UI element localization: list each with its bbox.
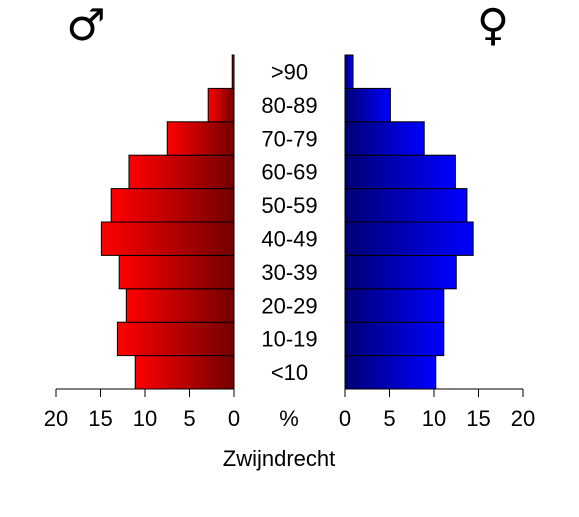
bar-female	[344, 288, 445, 323]
bar-female	[344, 121, 425, 156]
category-label: 80-89	[261, 93, 317, 118]
category-label: 10-19	[261, 327, 317, 352]
chart-title: Zwijndrecht	[223, 446, 335, 471]
bar-female	[344, 355, 437, 390]
category-label: 50-59	[261, 193, 317, 218]
x-tick-label: 10	[133, 406, 157, 431]
x-tick-label: 20	[44, 406, 68, 431]
bar-female	[344, 221, 474, 256]
bar-female	[344, 321, 445, 357]
bar-female	[344, 87, 391, 123]
bar-male	[128, 154, 235, 190]
bar-female	[344, 154, 456, 190]
category-label: >90	[271, 60, 308, 85]
bar-male	[100, 221, 235, 256]
x-tick-label: 0	[228, 406, 240, 431]
x-tick-label: 5	[383, 406, 395, 431]
category-label: 60-69	[261, 160, 317, 185]
bar-male	[118, 254, 235, 290]
bar-male	[125, 288, 235, 323]
bar-female	[344, 188, 468, 223]
category-label: 70-79	[261, 126, 317, 151]
legend-male: ♂	[66, 0, 105, 51]
legend-female: ♀	[477, 0, 509, 51]
x-tick-label: 0	[339, 406, 351, 431]
x-tick-label: 10	[422, 406, 446, 431]
x-tick-label: 5	[183, 406, 195, 431]
x-tick-label: 15	[466, 406, 490, 431]
bar-male	[231, 54, 235, 89]
bar-male	[134, 355, 235, 390]
bar-male	[116, 321, 235, 357]
bar-female	[344, 254, 457, 290]
bar-male	[207, 87, 235, 123]
bar-male	[166, 121, 235, 156]
axis-label: %	[279, 406, 299, 431]
category-label: 40-49	[261, 227, 317, 252]
category-label: 30-39	[261, 260, 317, 285]
bar-male	[110, 188, 235, 223]
x-tick-label: 20	[511, 406, 535, 431]
bar-female	[344, 54, 354, 89]
category-label: 20-29	[261, 293, 317, 318]
x-tick-label: 15	[88, 406, 112, 431]
category-label: <10	[271, 360, 308, 385]
